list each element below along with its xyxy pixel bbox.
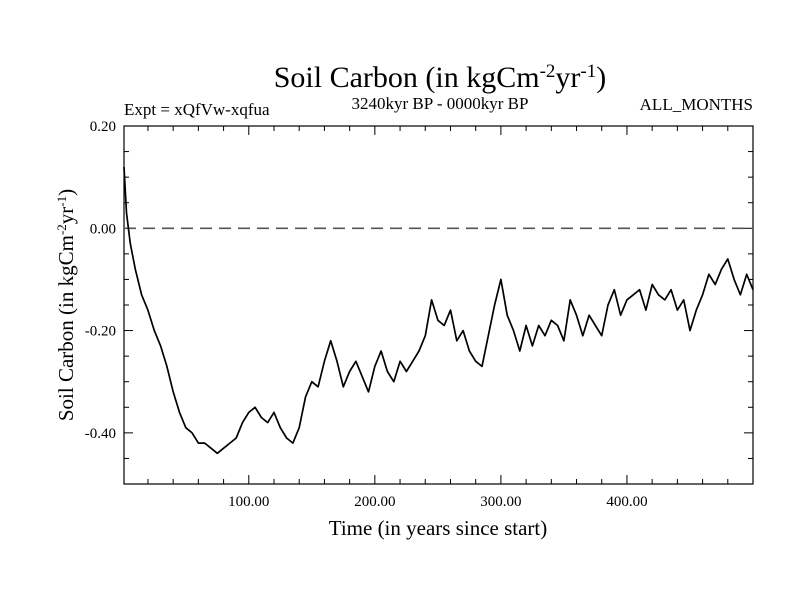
y-axis-label: Soil Carbon (in kgCm-2yr-1) — [54, 189, 79, 421]
x-tick-label: 200.00 — [354, 494, 395, 510]
y-tick-label: 0.20 — [90, 119, 116, 135]
experiment-label: Expt = xQfVw-xqfua — [124, 100, 270, 119]
plot-frame — [123, 125, 754, 485]
y-tick-label: 0.00 — [90, 221, 116, 237]
axis-tick-labels: 100.00 200.00 300.00 400.00 0.20 0.00 -0.20 -0.… — [85, 119, 648, 510]
time-range-label: 3240kyr BP - 0000kyr BP — [352, 94, 529, 113]
x-tick-label: 400.00 — [606, 494, 647, 510]
x-tick-label: 100.00 — [228, 494, 269, 510]
y-tick-label: -0.40 — [85, 426, 116, 442]
axis-ticks — [124, 125, 753, 485]
chart-title: Soil Carbon (in kgCm-2yr-1) — [274, 61, 607, 95]
y-tick-label: -0.20 — [85, 324, 116, 340]
x-tick-label: 300.00 — [480, 494, 521, 510]
x-axis-label: Time (in years since start) — [329, 516, 548, 540]
months-label: ALL_MONTHS — [640, 95, 753, 114]
soil-carbon-series-line — [123, 166, 754, 455]
